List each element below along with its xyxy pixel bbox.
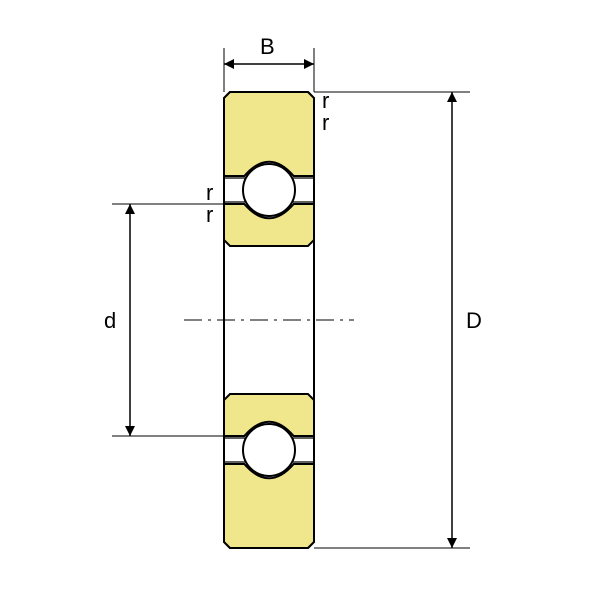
label-b: B — [260, 34, 275, 60]
label-r-tl2: r — [206, 202, 213, 228]
label-d-inner: d — [104, 308, 116, 334]
label-d-outer: D — [466, 308, 482, 334]
bearing-diagram — [0, 0, 600, 600]
label-r-tr2: r — [322, 110, 329, 136]
